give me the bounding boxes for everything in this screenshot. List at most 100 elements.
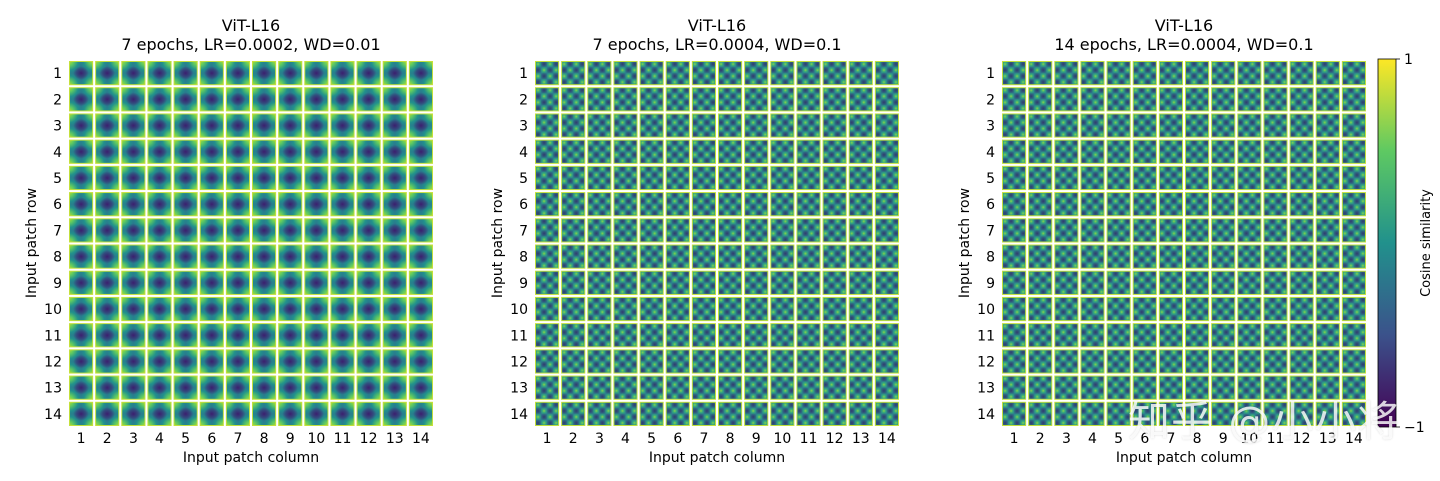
similarity-tile-r8-c6 — [199, 244, 224, 269]
similarity-tile-r13-c1 — [535, 375, 560, 400]
similarity-tile-r7-c3 — [587, 218, 612, 243]
similarity-tile-r13-c8 — [1185, 375, 1210, 400]
similarity-tile-r14-c10 — [1237, 401, 1262, 426]
similarity-tile-r1-c9 — [278, 61, 303, 86]
similarity-tile-r12-c10 — [1237, 349, 1262, 374]
similarity-tile-r2-c3 — [121, 87, 146, 112]
similarity-tile-r13-c9 — [1211, 375, 1236, 400]
similarity-tile-r11-c14 — [408, 323, 433, 348]
similarity-tile-r5-c2 — [95, 165, 120, 191]
similarity-tile-r4-c4 — [1080, 139, 1105, 164]
similarity-tile-r9-c14 — [1341, 270, 1366, 295]
similarity-tile-r14-c5 — [639, 401, 664, 426]
row-tick-label: 8 — [986, 250, 995, 266]
similarity-tile-r6-c3 — [1054, 192, 1079, 217]
column-tick-label: 5 — [1114, 431, 1123, 447]
column-tick-label: 1 — [77, 431, 86, 447]
similarity-tile-r7-c7 — [225, 218, 250, 243]
similarity-tile-r3-c9 — [278, 113, 303, 138]
similarity-tile-r10-c10 — [770, 296, 795, 322]
similarity-tile-r3-c9 — [744, 113, 769, 138]
similarity-tile-r2-c13 — [382, 87, 407, 112]
similarity-tile-r12-c4 — [613, 349, 638, 374]
similarity-tile-r2-c12 — [356, 87, 381, 112]
similarity-tile-r7-c14 — [874, 218, 899, 243]
similarity-tile-r12-c5 — [173, 349, 198, 374]
similarity-tile-r10-c6 — [665, 296, 690, 322]
colorbar-max-label: 1 — [1404, 52, 1413, 68]
similarity-tile-r3-c9 — [1211, 113, 1236, 138]
similarity-tile-r7-c11 — [796, 218, 821, 243]
panel-3-xlabel: Input patch column — [1116, 450, 1252, 466]
similarity-tile-r10-c11 — [796, 296, 821, 322]
row-tick-label: 11 — [44, 328, 62, 344]
similarity-tile-r4-c11 — [1263, 139, 1288, 164]
similarity-tile-r7-c6 — [199, 218, 224, 243]
similarity-tile-r3-c13 — [848, 113, 873, 138]
similarity-tile-r11-c13 — [848, 323, 873, 348]
similarity-tile-r13-c12 — [822, 375, 847, 400]
similarity-tile-r3-c10 — [1237, 113, 1262, 138]
colorbar-min-label: −1 — [1404, 420, 1425, 436]
row-tick-label: 4 — [986, 145, 995, 161]
similarity-tile-r7-c1 — [535, 218, 560, 243]
similarity-tile-r4-c4 — [613, 139, 638, 164]
similarity-tile-r3-c14 — [1341, 113, 1366, 138]
similarity-tile-r12-c9 — [744, 349, 769, 374]
similarity-tile-r5-c5 — [1106, 165, 1131, 191]
similarity-tile-r12-c2 — [95, 349, 120, 374]
similarity-tile-r10-c4 — [147, 296, 172, 322]
similarity-tile-r6-c5 — [173, 192, 198, 217]
similarity-tile-r11-c9 — [744, 323, 769, 348]
similarity-tile-r11-c12 — [1289, 323, 1314, 348]
similarity-tile-r4-c3 — [121, 139, 146, 164]
similarity-tile-r13-c12 — [1289, 375, 1314, 400]
similarity-tile-r9-c7 — [1158, 270, 1183, 295]
similarity-tile-r14-c14 — [874, 401, 899, 426]
similarity-tile-r13-c11 — [330, 375, 355, 400]
similarity-tile-r12-c12 — [1289, 349, 1314, 374]
similarity-tile-r12-c5 — [1106, 349, 1131, 374]
similarity-tile-r11-c2 — [1028, 323, 1053, 348]
similarity-tile-r4-c13 — [1315, 139, 1340, 164]
similarity-tile-r14-c10 — [304, 401, 329, 426]
row-tick-label: 13 — [977, 381, 995, 397]
similarity-tile-r1-c4 — [147, 61, 172, 86]
similarity-tile-r3-c7 — [225, 113, 250, 138]
similarity-tile-r4-c14 — [1341, 139, 1366, 164]
similarity-tile-r13-c2 — [1028, 375, 1053, 400]
similarity-tile-r1-c2 — [1028, 61, 1053, 86]
column-tick-label: 14 — [878, 431, 896, 447]
similarity-tile-r2-c10 — [770, 87, 795, 112]
similarity-tile-r11-c2 — [561, 323, 586, 348]
similarity-tile-r1-c14 — [874, 61, 899, 86]
similarity-tile-r11-c8 — [718, 323, 743, 348]
similarity-tile-r9-c9 — [744, 270, 769, 295]
similarity-tile-r3-c3 — [1054, 113, 1079, 138]
similarity-tile-r5-c11 — [1263, 165, 1288, 191]
similarity-tile-r2-c8 — [718, 87, 743, 112]
similarity-tile-r3-c1 — [69, 113, 94, 138]
row-tick-label: 1 — [986, 66, 995, 82]
similarity-tile-r8-c14 — [874, 244, 899, 269]
similarity-tile-r4-c14 — [408, 139, 433, 164]
similarity-tile-r8-c8 — [1185, 244, 1210, 269]
similarity-tile-r5-c4 — [147, 165, 172, 191]
similarity-tile-r4-c9 — [744, 139, 769, 164]
similarity-tile-r8-c3 — [121, 244, 146, 269]
similarity-tile-r10-c6 — [1132, 296, 1157, 322]
similarity-tile-r8-c13 — [382, 244, 407, 269]
similarity-tile-r14-c2 — [95, 401, 120, 426]
similarity-tile-r3-c6 — [665, 113, 690, 138]
row-tick-label: 6 — [519, 197, 528, 213]
similarity-tile-r2-c1 — [535, 87, 560, 112]
similarity-tile-r9-c6 — [665, 270, 690, 295]
similarity-tile-r5-c10 — [304, 165, 329, 191]
similarity-tile-r7-c13 — [382, 218, 407, 243]
similarity-tile-r10-c13 — [382, 296, 407, 322]
row-tick-label: 9 — [986, 276, 995, 292]
similarity-tile-r2-c12 — [822, 87, 847, 112]
row-tick-label: 13 — [44, 381, 62, 397]
similarity-tile-r6-c14 — [874, 192, 899, 217]
